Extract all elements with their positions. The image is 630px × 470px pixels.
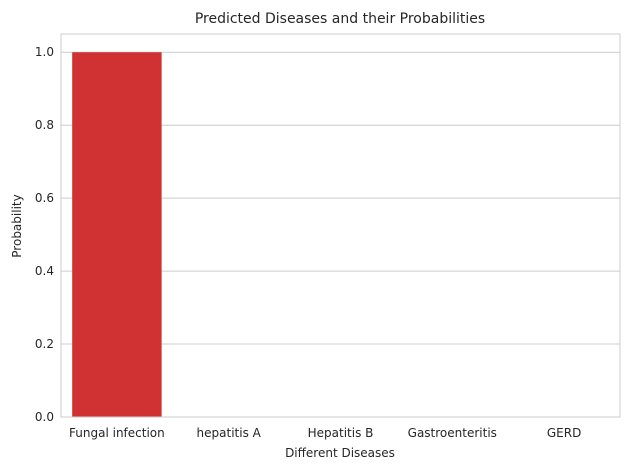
x-tick-label: Fungal infection [69,426,165,440]
bars [72,52,162,417]
y-tick-label: 0.2 [35,337,54,351]
x-axis-label: Different Diseases [285,446,395,460]
x-tick-label: Hepatitis B [308,426,374,440]
y-tick-labels: 0.0 0.2 0.4 0.6 0.8 1.0 [35,45,54,424]
y-tick-label: 1.0 [35,45,54,59]
x-tick-label: Gastroenteritis [408,426,497,440]
x-tick-label: hepatitis A [197,426,262,440]
y-tick-label: 0.6 [35,191,54,205]
x-tick-labels: Fungal infection hepatitis A Hepatitis B Ga… [69,426,581,440]
y-tick-label: 0.0 [35,410,54,424]
y-tick-label: 0.8 [35,118,54,132]
y-axis-label: Probability [10,194,24,257]
plot-frame [60,33,621,418]
x-tick-label: GERD [547,426,581,440]
chart-title: Predicted Diseases and their Probabiliti… [195,11,485,27]
y-tick-label: 0.4 [35,264,54,278]
bar-fungal-infection [72,52,162,417]
